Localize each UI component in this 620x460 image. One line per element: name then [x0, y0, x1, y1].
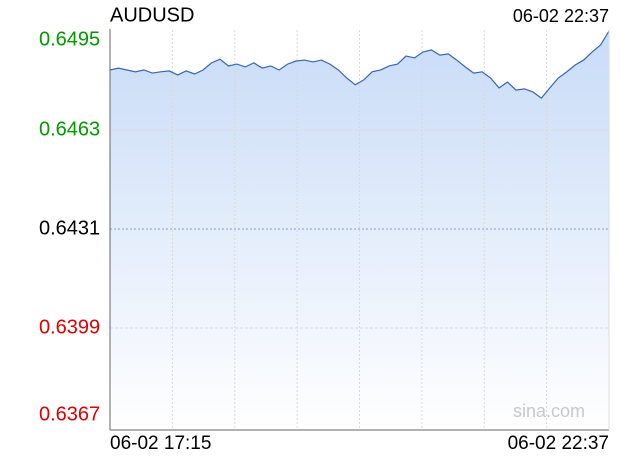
y-tick-label: 0.6367: [39, 403, 100, 425]
watermark: sina.com: [513, 401, 585, 421]
x-tick-label: 06-02 17:15: [110, 433, 211, 454]
y-tick-label: 0.6463: [39, 118, 100, 140]
price-line: [109, 30, 610, 99]
chart-title: AUDUSD: [110, 4, 194, 26]
x-tick-label: 06-02 22:37: [508, 433, 609, 454]
y-tick-label: 0.6495: [39, 28, 100, 50]
y-tick-label: 0.6399: [39, 316, 100, 338]
y-tick-label: 0.6431: [39, 217, 100, 239]
timestamp: 06-02 22:37: [513, 6, 609, 26]
